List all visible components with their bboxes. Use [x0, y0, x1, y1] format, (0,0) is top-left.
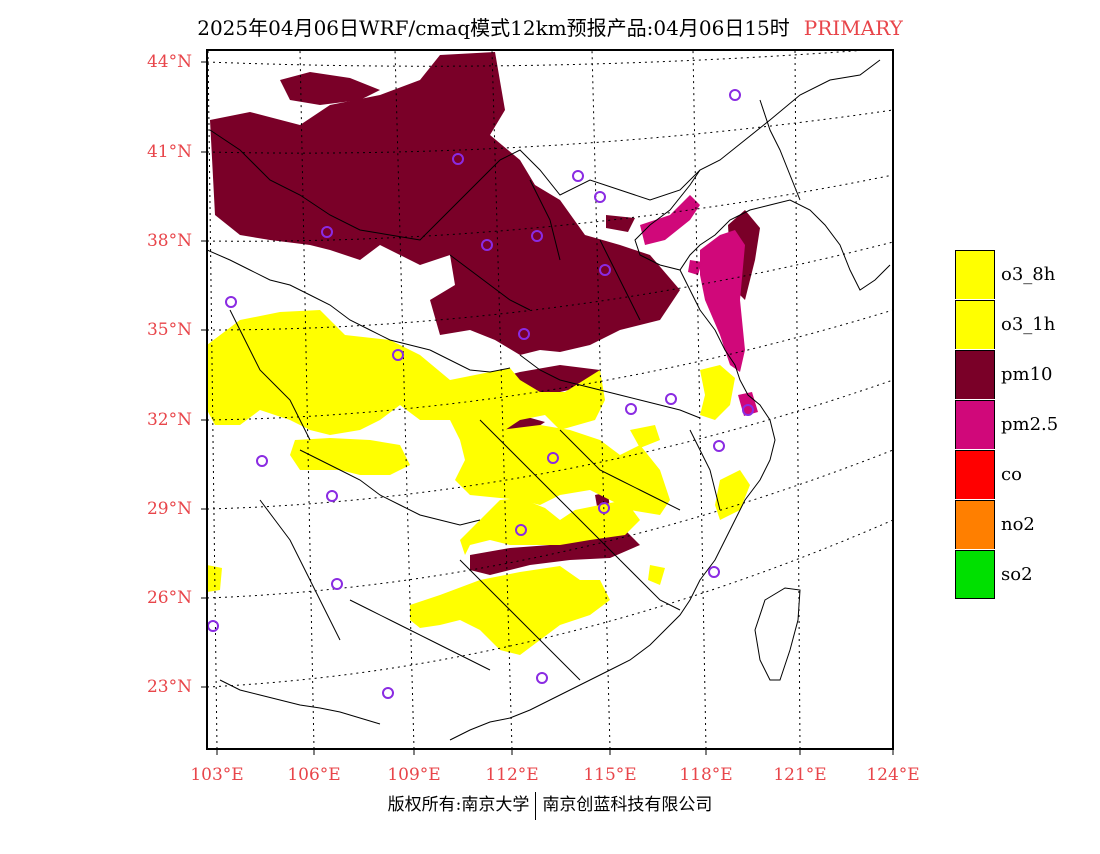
legend-label: co — [1001, 463, 1022, 485]
lat-label-35n: 35°N — [146, 320, 192, 340]
lon-label-109e: 109°E — [387, 765, 441, 785]
legend-label: o3_1h — [1001, 313, 1056, 335]
legend-label: no2 — [1001, 513, 1035, 535]
map-frame — [206, 49, 894, 750]
axis-ticks — [201, 61, 894, 755]
lon-label-103e: 103°E — [190, 765, 244, 785]
lon-label-106e: 106°E — [287, 765, 341, 785]
lat-label-29n: 29°N — [146, 499, 192, 519]
legend-item-pm25: pm2.5 — [955, 399, 1058, 449]
title-tag: PRIMARY — [803, 16, 903, 40]
copyright-left: 版权所有:南京大学 — [387, 795, 530, 815]
lat-label-26n: 26°N — [146, 588, 192, 608]
lon-label-115e: 115°E — [583, 765, 637, 785]
legend-swatch — [955, 299, 995, 349]
legend-label: pm2.5 — [1001, 413, 1059, 435]
legend-swatch — [955, 499, 995, 549]
o3-region — [207, 310, 750, 655]
graticule — [207, 50, 893, 749]
legend-label: o3_8h — [1001, 263, 1056, 285]
lat-label-32n: 32°N — [146, 410, 192, 430]
legend-swatch — [955, 449, 995, 499]
footer-separator — [535, 791, 537, 820]
title-text: 2025年04月06日WRF/cmaq模式12km预报产品:04月06日15时 — [197, 16, 790, 40]
legend-label: pm10 — [1001, 363, 1053, 385]
legend-item-no2: no2 — [955, 499, 1058, 549]
boundary-lines — [207, 59, 891, 741]
legend-item-so2: so2 — [955, 549, 1058, 599]
legend-swatch — [955, 399, 995, 449]
legend-label: so2 — [1001, 563, 1033, 585]
legend-item-o3-8h: o3_8h — [955, 249, 1058, 299]
lon-label-112e: 112°E — [485, 765, 539, 785]
legend-item-co: co — [955, 449, 1058, 499]
legend-item-pm10: pm10 — [955, 349, 1058, 399]
copyright-footer: 版权所有:南京大学 南京创蓝科技有限公司 — [0, 790, 1100, 820]
lat-label-41n: 41°N — [146, 142, 192, 162]
lon-label-121e: 121°E — [773, 765, 827, 785]
pollutant-legend: o3_8h o3_1h pm10 pm2.5 co no2 so2 — [955, 249, 1058, 599]
lat-label-38n: 38°N — [146, 231, 192, 251]
legend-swatch — [955, 549, 995, 599]
legend-swatch — [955, 249, 995, 299]
map-title: 2025年04月06日WRF/cmaq模式12km预报产品:04月06日15时 P… — [0, 12, 1100, 41]
lat-label-44n: 44°N — [146, 52, 192, 72]
lon-label-124e: 124°E — [866, 765, 920, 785]
legend-swatch — [955, 349, 995, 399]
lat-label-23n: 23°N — [146, 677, 192, 697]
lon-label-118e: 118°E — [679, 765, 733, 785]
legend-item-o3-1h: o3_1h — [955, 299, 1058, 349]
copyright-right: 南京创蓝科技有限公司 — [542, 795, 713, 815]
